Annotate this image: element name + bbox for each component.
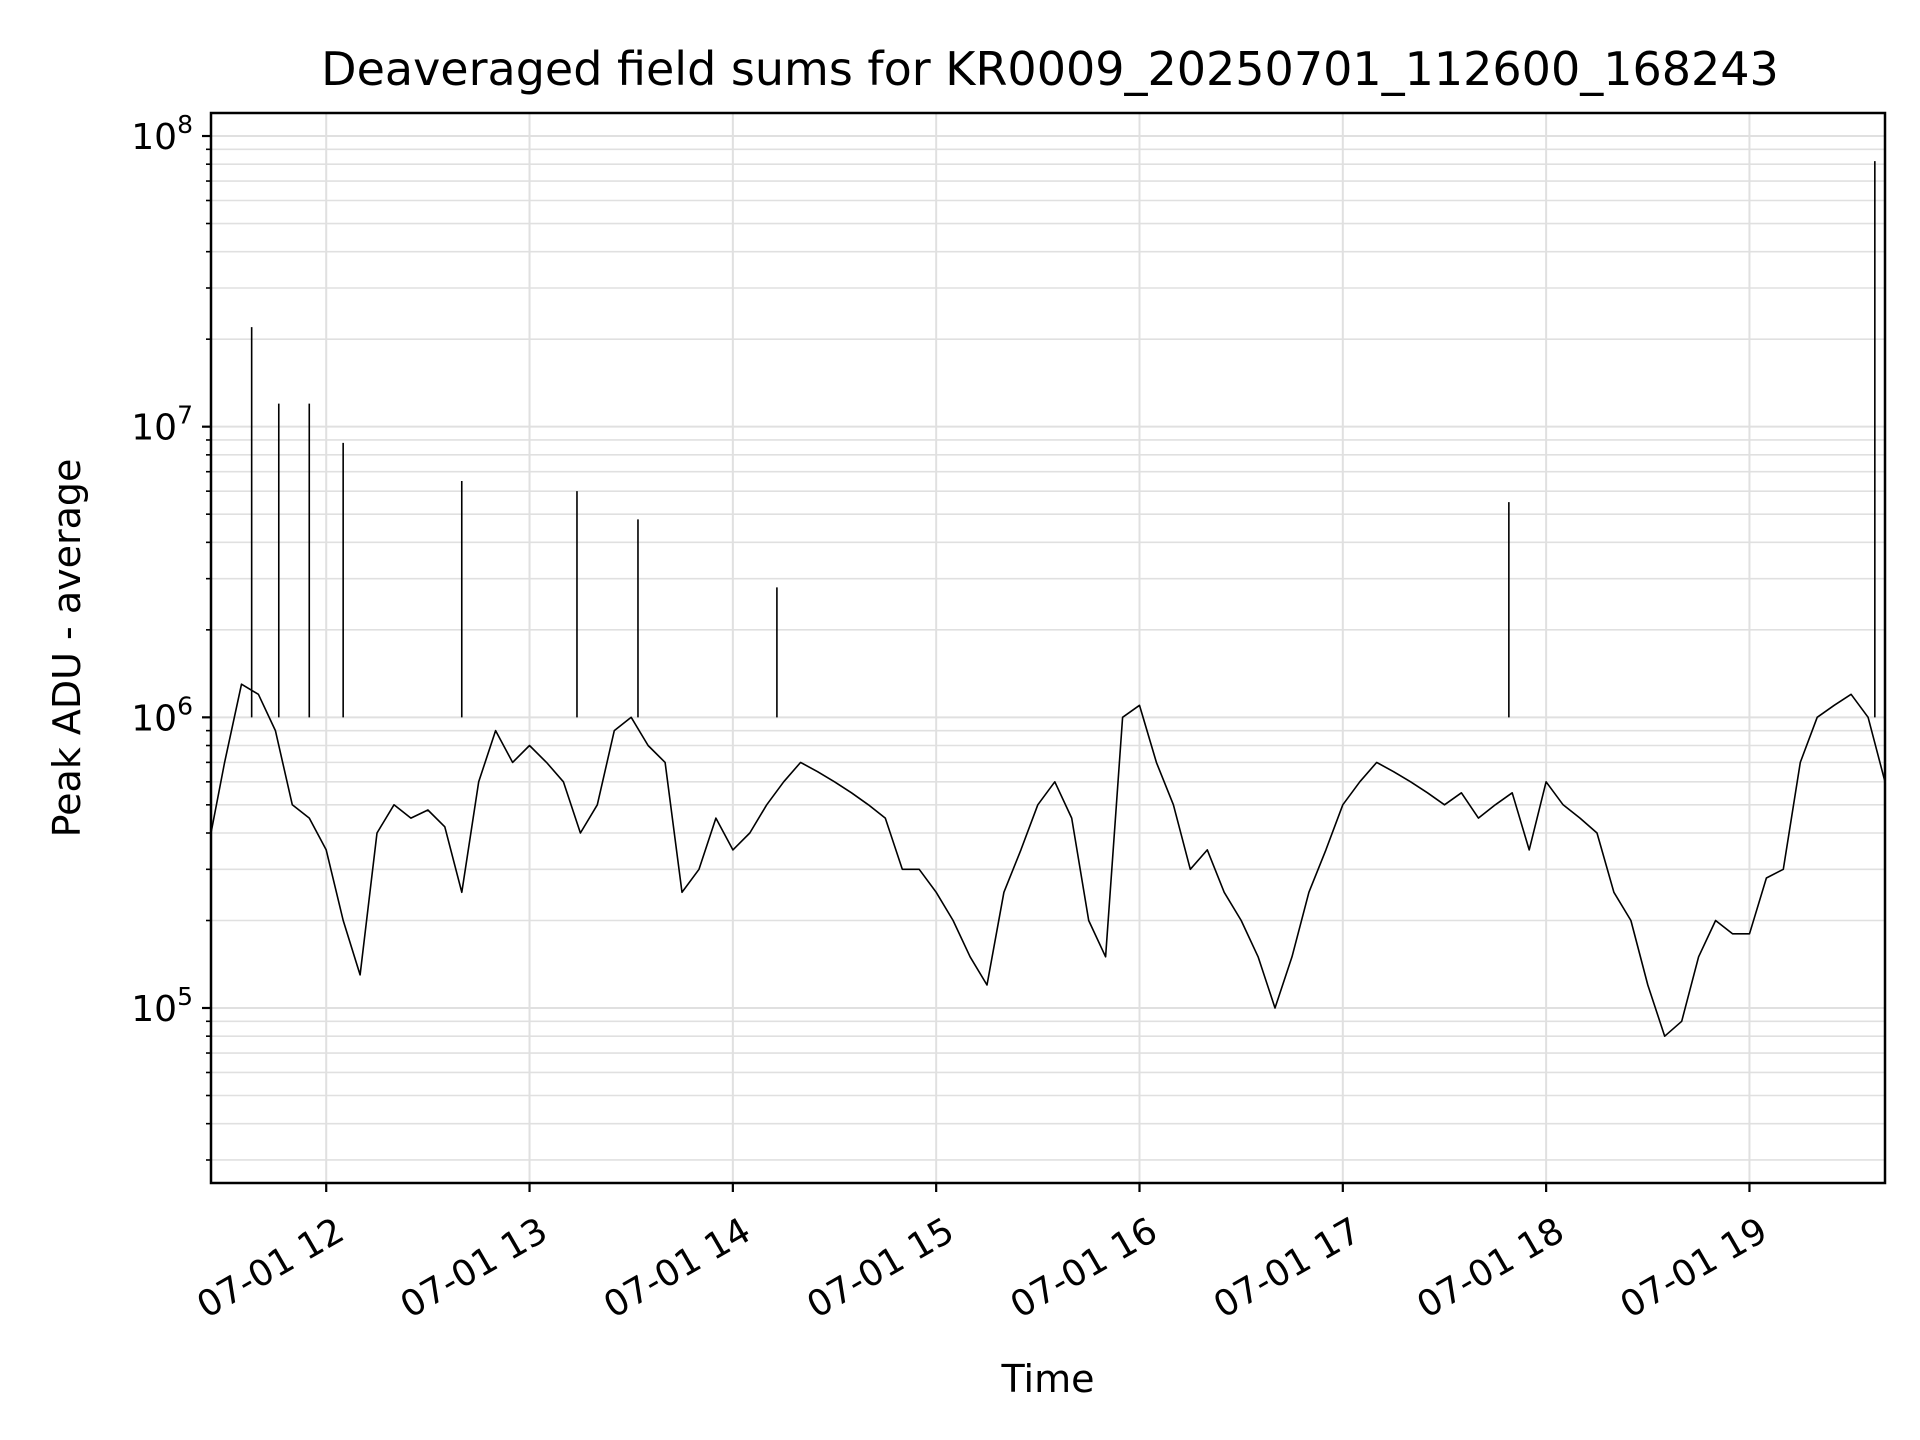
y-axis-label: Peak ADU - average xyxy=(45,459,89,838)
chart-title: Deaveraged field sums for KR0009_2025070… xyxy=(321,42,1779,96)
y-tick-label: 105 xyxy=(131,982,193,1030)
x-axis-label: Time xyxy=(1001,1357,1095,1401)
plot-frame xyxy=(209,111,1887,1185)
y-tick-label: 106 xyxy=(131,691,193,739)
grid-layer xyxy=(211,113,1885,1183)
y-tick-label: 107 xyxy=(131,401,193,449)
line-layer xyxy=(210,161,1886,1037)
series-line xyxy=(210,683,1886,1037)
y-tick-label: 108 xyxy=(131,110,193,158)
